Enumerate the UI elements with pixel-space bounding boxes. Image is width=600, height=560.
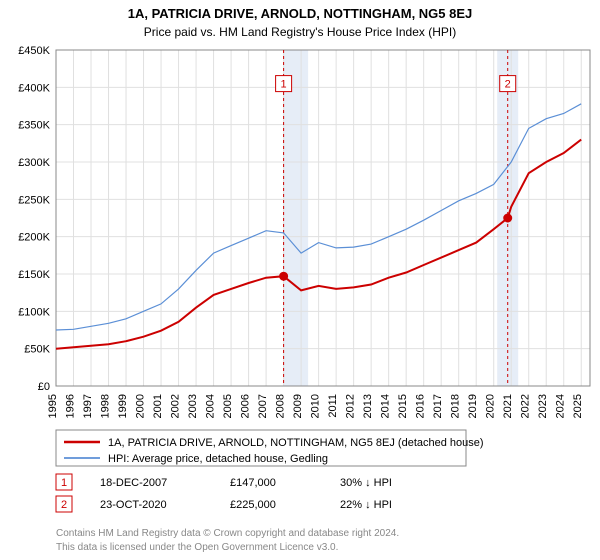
anno-row-delta: 30% ↓ HPI — [340, 477, 392, 489]
footer-line-2: This data is licensed under the Open Gov… — [56, 542, 338, 553]
x-tick-label: 2011 — [327, 394, 339, 418]
x-tick-label: 2013 — [362, 394, 374, 418]
y-tick-label: £50K — [24, 344, 50, 356]
y-tick-label: £100K — [18, 306, 50, 318]
footer-line-1: Contains HM Land Registry data © Crown c… — [56, 528, 399, 539]
x-tick-label: 1996 — [65, 394, 77, 418]
anno-row-price: £225,000 — [230, 499, 276, 511]
x-tick-label: 2006 — [240, 394, 252, 418]
x-tick-label: 1995 — [47, 394, 59, 418]
x-tick-label: 2022 — [520, 394, 532, 418]
anno-row-num: 2 — [61, 499, 67, 511]
chart-subtitle: Price paid vs. HM Land Registry's House … — [144, 25, 456, 39]
x-tick-label: 1998 — [100, 394, 112, 418]
x-tick-label: 2012 — [345, 394, 357, 418]
x-tick-label: 2017 — [432, 394, 444, 418]
x-tick-label: 2003 — [187, 394, 199, 418]
x-tick-label: 1997 — [82, 394, 94, 418]
x-tick-label: 2024 — [555, 394, 567, 418]
x-tick-label: 2019 — [467, 394, 479, 418]
legend-label: HPI: Average price, detached house, Gedl… — [108, 453, 328, 465]
x-tick-label: 2000 — [135, 394, 147, 418]
anno-row-date: 23-OCT-2020 — [100, 499, 167, 511]
y-tick-label: £450K — [18, 45, 50, 57]
anno-row-num: 1 — [61, 477, 67, 489]
x-tick-label: 2009 — [292, 394, 304, 418]
x-tick-label: 2016 — [415, 394, 427, 418]
x-tick-label: 2014 — [380, 394, 392, 418]
x-tick-label: 2023 — [537, 394, 549, 418]
y-tick-label: £350K — [18, 120, 50, 132]
chart-container: 1A, PATRICIA DRIVE, ARNOLD, NOTTINGHAM, … — [0, 0, 600, 560]
y-tick-label: £400K — [18, 82, 50, 94]
anno-row-delta: 22% ↓ HPI — [340, 499, 392, 511]
x-tick-label: 1999 — [117, 394, 129, 418]
x-tick-label: 2005 — [222, 394, 234, 418]
x-tick-label: 2018 — [450, 394, 462, 418]
chart-svg: 1A, PATRICIA DRIVE, ARNOLD, NOTTINGHAM, … — [0, 0, 600, 560]
y-tick-label: £0 — [38, 381, 50, 393]
x-tick-label: 2025 — [572, 394, 584, 418]
y-tick-label: £200K — [18, 232, 50, 244]
recession-band — [284, 50, 309, 386]
y-tick-label: £300K — [18, 157, 50, 169]
x-tick-label: 2007 — [257, 394, 269, 418]
x-tick-label: 2010 — [310, 394, 322, 418]
y-tick-label: £150K — [18, 269, 50, 281]
annotation-label: 2 — [505, 79, 511, 91]
x-tick-label: 2001 — [152, 394, 164, 418]
legend-label: 1A, PATRICIA DRIVE, ARNOLD, NOTTINGHAM, … — [108, 437, 484, 449]
x-tick-label: 2020 — [485, 394, 497, 418]
annotation-label: 1 — [281, 79, 287, 91]
y-tick-label: £250K — [18, 194, 50, 206]
anno-row-price: £147,000 — [230, 477, 276, 489]
anno-row-date: 18-DEC-2007 — [100, 477, 167, 489]
x-tick-label: 2021 — [502, 394, 514, 418]
chart-title: 1A, PATRICIA DRIVE, ARNOLD, NOTTINGHAM, … — [128, 6, 473, 21]
x-tick-label: 2002 — [170, 394, 182, 418]
x-tick-label: 2015 — [397, 394, 409, 418]
x-tick-label: 2008 — [275, 394, 287, 418]
x-tick-label: 2004 — [205, 394, 217, 418]
